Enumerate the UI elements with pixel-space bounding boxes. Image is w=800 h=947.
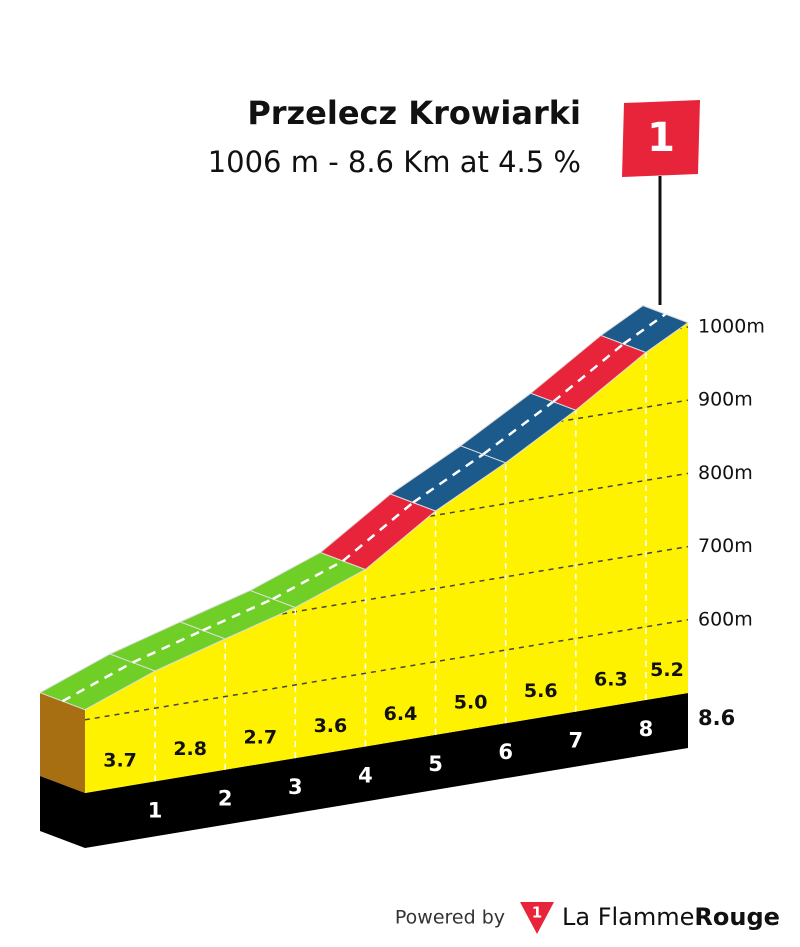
x-tick-label: 4 bbox=[358, 763, 373, 787]
y-tick-label: 1000m bbox=[698, 316, 765, 338]
x-tick-label: 7 bbox=[569, 729, 584, 753]
subtitle-part: 4.5 % bbox=[498, 145, 581, 179]
gradient-label: 5.2 bbox=[650, 659, 684, 681]
y-tick-label: 800m bbox=[698, 462, 753, 484]
powered-by: Powered by bbox=[395, 907, 505, 929]
logo-shape bbox=[520, 902, 554, 934]
center-line bbox=[622, 313, 667, 345]
chart-title: Przelecz Krowiarki bbox=[247, 94, 581, 132]
profile: 600m 700m 800m 900m 1000m 1 2 3 4 5 6 7 8 8.6 3.7 2.8 2.… bbox=[38, 305, 765, 848]
subtitle-part: at bbox=[460, 145, 489, 179]
x-tick-label: 6 bbox=[498, 740, 513, 764]
center-line bbox=[61, 661, 134, 703]
center-line bbox=[132, 629, 204, 664]
y-tick-label: 900m bbox=[698, 389, 753, 411]
gradient-label: 3.7 bbox=[103, 750, 137, 772]
base-front bbox=[85, 693, 688, 848]
brand-name: La Flamme bbox=[562, 903, 694, 931]
y-tick-label: 700m bbox=[698, 535, 753, 557]
gradient-label: 2.7 bbox=[243, 726, 277, 748]
x-tick-label: 8 bbox=[639, 717, 654, 741]
x-tick-label: 3 bbox=[288, 775, 303, 799]
logo-mark: 1 bbox=[532, 904, 542, 922]
gradient-label: 3.6 bbox=[314, 715, 348, 737]
gradient-label: 5.0 bbox=[454, 692, 488, 714]
side-face bbox=[40, 692, 85, 793]
grid-line bbox=[85, 619, 688, 723]
brand-bold: Rouge bbox=[694, 903, 780, 931]
x-end-label: 8.6 bbox=[698, 706, 735, 730]
subtitle-part: 1006 m bbox=[208, 145, 319, 179]
gradient-label: 2.8 bbox=[173, 738, 207, 760]
subtitle-part: 8.6 Km bbox=[348, 145, 451, 179]
gradient-label: 6.4 bbox=[384, 703, 418, 725]
gradient-segment bbox=[599, 305, 690, 353]
base-side bbox=[40, 776, 85, 848]
center-line bbox=[412, 453, 484, 504]
y-tick-label: 600m bbox=[698, 608, 753, 630]
flag bbox=[622, 100, 700, 177]
gradient-label: 5.6 bbox=[524, 680, 558, 702]
gradient-label: 6.3 bbox=[594, 668, 628, 690]
center-line bbox=[272, 559, 344, 601]
front-face bbox=[85, 322, 688, 793]
center-line bbox=[202, 597, 274, 632]
x-tick-label: 2 bbox=[218, 787, 233, 811]
category-label: 1 bbox=[647, 115, 675, 161]
brand: La FlammeRouge bbox=[562, 903, 780, 931]
x-tick-label: 1 bbox=[148, 798, 163, 822]
x-tick-label: 5 bbox=[428, 752, 443, 776]
subtitle-part: - bbox=[328, 145, 338, 179]
chart-subtitle: 1006 m - 8.6 Km at 4.5 % bbox=[208, 145, 581, 179]
